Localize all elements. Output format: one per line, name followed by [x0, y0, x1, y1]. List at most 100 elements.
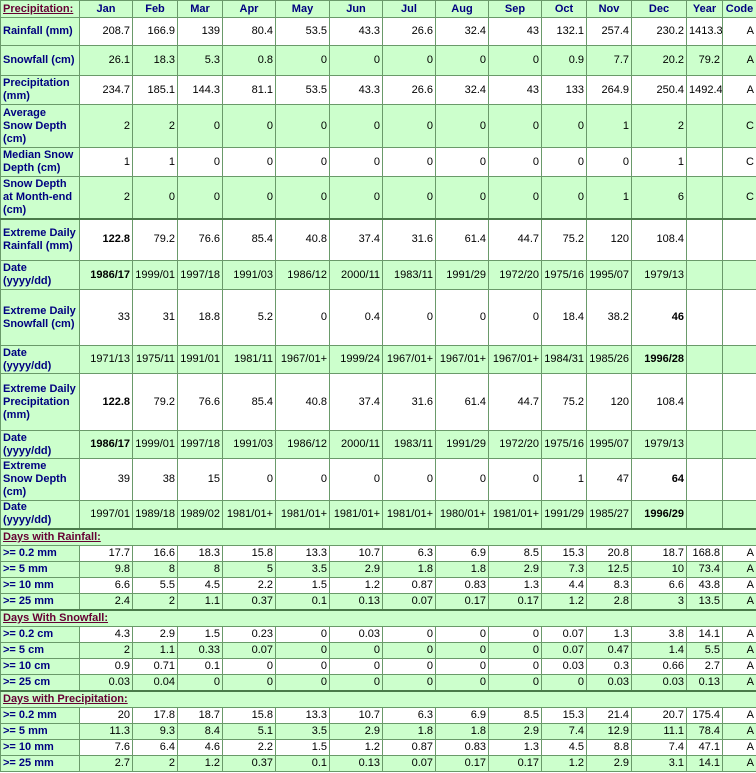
- cell: A: [722, 658, 756, 675]
- cell: 8.8: [586, 739, 632, 756]
- cell: 0: [177, 176, 223, 219]
- cell: 2: [132, 104, 178, 148]
- cell: 0.07: [222, 642, 276, 659]
- cell: 39: [79, 458, 133, 501]
- cell: 20.7: [631, 707, 687, 724]
- cell: 0.04: [132, 674, 178, 691]
- cell: 0.9: [541, 45, 587, 76]
- cell: 12.9: [586, 723, 632, 740]
- cell: 0: [488, 289, 542, 346]
- cell: 85.4: [222, 217, 276, 261]
- row-label: Date (yyyy/dd): [0, 345, 80, 374]
- cell: 15.8: [222, 707, 276, 724]
- cell: 1979/13: [631, 430, 687, 459]
- cell: 1: [586, 176, 632, 219]
- empty-cell: [686, 430, 723, 459]
- cell: 1991/29: [435, 260, 489, 290]
- cell: 43.8: [686, 577, 723, 594]
- cell: 0.1: [177, 658, 223, 675]
- data-row: >= 10 mm 7.6 6.4 4.6 2.2 1.5 1.2 0.87 0.83 1.3 4.5…: [0, 739, 756, 756]
- cell: 1.8: [435, 723, 489, 740]
- cell: 0: [435, 658, 489, 675]
- cell: 0.4: [329, 289, 383, 346]
- cell: 6.3: [382, 545, 436, 562]
- cell: 21.4: [586, 707, 632, 724]
- cell: 1991/01: [177, 345, 223, 374]
- data-row: Date (yyyy/dd) 1997/01 1989/18 1989/02 1981/…: [0, 500, 756, 529]
- cell: 1972/20: [488, 430, 542, 459]
- cell: 26.6: [382, 75, 436, 105]
- cell: 1492.4: [686, 75, 723, 105]
- cell: A: [722, 755, 756, 772]
- cell: 1.2: [541, 593, 587, 610]
- cell: 0.8: [222, 45, 276, 76]
- row-label: Date (yyyy/dd): [0, 260, 80, 290]
- cell: 0.13: [329, 593, 383, 610]
- cell: 12.5: [586, 561, 632, 578]
- cell: A: [722, 577, 756, 594]
- cell: 1: [541, 458, 587, 501]
- row-label: Rainfall (mm): [0, 17, 80, 46]
- column-header: Nov: [586, 0, 632, 18]
- cell: 79.2: [132, 217, 178, 261]
- data-row: Extreme Daily Precipitation (mm) 122.8 79.…: [0, 373, 756, 431]
- data-row: Date (yyyy/dd) 1986/17 1999/01 1997/18 1991/…: [0, 260, 756, 290]
- cell: A: [722, 17, 756, 46]
- cell: 1980/01+: [435, 500, 489, 529]
- row-label: >= 25 mm: [0, 755, 80, 772]
- row-label: Precipitation (mm): [0, 75, 80, 105]
- data-row: Date (yyyy/dd) 1971/13 1975/11 1991/01 1981/…: [0, 345, 756, 374]
- cell: 0.23: [222, 626, 276, 643]
- cell: 85.4: [222, 373, 276, 431]
- cell: 6.6: [631, 577, 687, 594]
- cell: A: [722, 593, 756, 610]
- cell: 14.1: [686, 755, 723, 772]
- row-label: Extreme Daily Snowfall (cm): [0, 289, 80, 346]
- cell: 0: [329, 104, 383, 148]
- cell: 1975/11: [132, 345, 178, 374]
- cell: 0: [222, 658, 276, 675]
- cell: 1971/13: [79, 345, 133, 374]
- cell: 1.2: [177, 755, 223, 772]
- cell: A: [722, 707, 756, 724]
- cell: 0.87: [382, 739, 436, 756]
- cell: 26.1: [79, 45, 133, 76]
- cell: 0: [329, 45, 383, 76]
- cell: 15.3: [541, 707, 587, 724]
- cell: 0.03: [586, 674, 632, 691]
- cell: A: [722, 674, 756, 691]
- cell: 1975/16: [541, 430, 587, 459]
- cell: 0.03: [631, 674, 687, 691]
- cell: 0.37: [222, 755, 276, 772]
- cell: 17.7: [79, 545, 133, 562]
- cell: 0: [382, 176, 436, 219]
- data-row: Date (yyyy/dd) 1986/17 1999/01 1997/18 1991/…: [0, 430, 756, 459]
- cell: 6.9: [435, 545, 489, 562]
- cell: 1989/02: [177, 500, 223, 529]
- cell: 32.4: [435, 75, 489, 105]
- cell: 1985/27: [586, 500, 632, 529]
- cell: 40.8: [275, 217, 330, 261]
- cell: 18.7: [177, 707, 223, 724]
- cell: 2.8: [586, 593, 632, 610]
- section-title: Days with Rainfall:: [0, 527, 756, 546]
- cell: 257.4: [586, 17, 632, 46]
- cell: 2: [79, 104, 133, 148]
- empty-cell: [722, 500, 756, 529]
- cell: 0: [382, 626, 436, 643]
- cell: 6: [631, 176, 687, 219]
- cell: 43.3: [329, 75, 383, 105]
- cell: 1.3: [488, 739, 542, 756]
- cell: 2: [132, 755, 178, 772]
- cell: 1984/31: [541, 345, 587, 374]
- cell: A: [722, 626, 756, 643]
- cell: 1991/29: [541, 500, 587, 529]
- cell: 5.5: [132, 577, 178, 594]
- cell: 175.4: [686, 707, 723, 724]
- cell: 0: [435, 458, 489, 501]
- empty-cell: [722, 217, 756, 261]
- cell: 0: [586, 147, 632, 177]
- cell: 79.2: [132, 373, 178, 431]
- cell: 1981/01+: [329, 500, 383, 529]
